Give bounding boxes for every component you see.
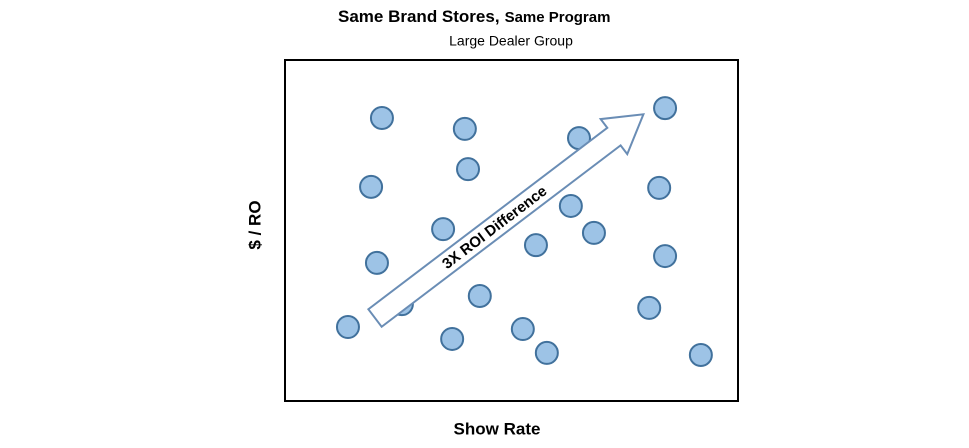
point bbox=[359, 174, 384, 199]
point bbox=[653, 244, 678, 269]
point bbox=[523, 233, 548, 258]
point bbox=[581, 220, 606, 245]
point bbox=[452, 116, 477, 141]
title-main: Same Brand Stores, bbox=[338, 7, 500, 26]
point bbox=[431, 217, 456, 242]
point bbox=[653, 96, 678, 121]
point bbox=[534, 340, 559, 365]
title-part: Same Program bbox=[505, 9, 611, 26]
point bbox=[456, 157, 481, 182]
annotation: 3X ROI Difference bbox=[439, 183, 550, 273]
arrow: 3X ROI Difference bbox=[366, 113, 645, 329]
point bbox=[369, 105, 394, 130]
arrow-shape bbox=[366, 113, 645, 329]
point bbox=[467, 283, 492, 308]
chart-title: Same Brand Stores, Same Program bbox=[338, 7, 610, 26]
points bbox=[335, 96, 713, 367]
point bbox=[558, 193, 583, 218]
point bbox=[637, 295, 662, 320]
x-axis-label: Show Rate bbox=[454, 419, 541, 438]
plot-frame bbox=[284, 59, 739, 402]
point bbox=[510, 317, 535, 342]
point bbox=[688, 342, 713, 367]
point bbox=[440, 326, 465, 351]
y-axis-label: $ / RO bbox=[245, 200, 264, 249]
point bbox=[364, 250, 389, 275]
subtitle: Large Dealer Group bbox=[449, 33, 573, 49]
point bbox=[335, 315, 360, 340]
point bbox=[647, 175, 672, 200]
